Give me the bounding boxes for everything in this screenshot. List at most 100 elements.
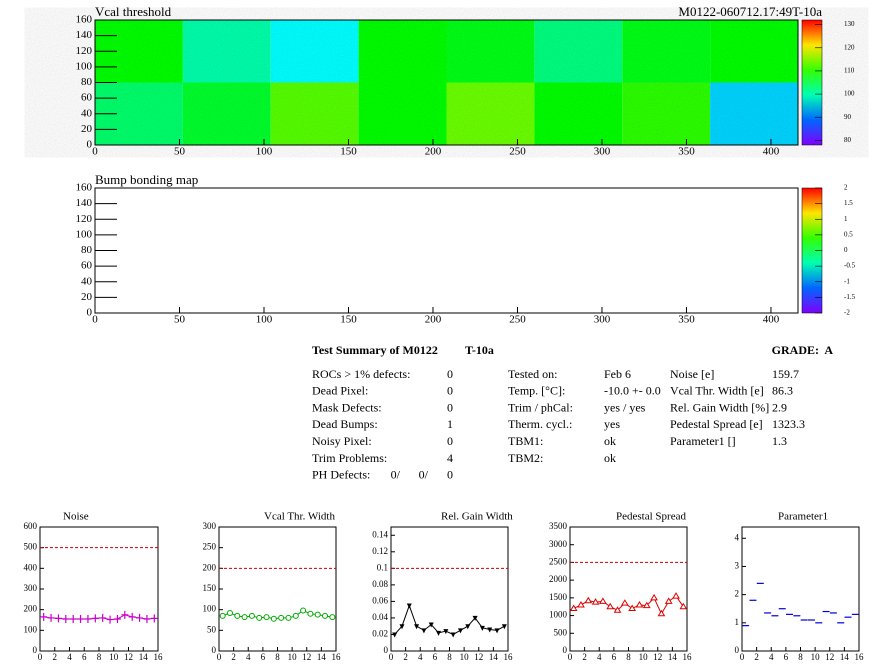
marker <box>219 612 226 619</box>
y-tick-label: 200 <box>24 604 38 614</box>
defect-value: 4 <box>447 451 453 465</box>
x-tick-label: 8 <box>447 652 452 662</box>
result-value: 2.9 <box>772 400 787 414</box>
defect-value: 0/ <box>419 468 429 482</box>
z-tick-label: 100 <box>844 90 855 98</box>
marker <box>91 614 99 623</box>
x-tick-label: 4 <box>246 652 251 662</box>
y-tick-label: 500 <box>554 627 568 637</box>
condition-value: -10.0 +- 0.0 <box>604 384 661 398</box>
marker <box>47 613 55 622</box>
marker <box>322 612 329 619</box>
y-tick-label: 500 <box>24 542 38 552</box>
y-tick-label: 0.14 <box>372 529 388 539</box>
x-tick-label: 400 <box>763 146 780 158</box>
result-value: 86.3 <box>772 384 793 398</box>
condition-value: ok <box>604 434 616 448</box>
y-tick-label: 120 <box>76 213 93 225</box>
grade: GRADE: A <box>772 343 834 357</box>
y-tick-label: 600 <box>24 521 38 531</box>
condition-label: Therm. cycl.: <box>508 417 572 431</box>
x-tick-label: 8 <box>97 652 102 662</box>
defect-label: PH Defects: <box>312 468 370 482</box>
condition-label: TBM2: <box>508 451 543 465</box>
z-tick-label: 2 <box>844 184 848 192</box>
marker <box>650 593 658 601</box>
x-tick-label: 10 <box>109 652 119 662</box>
marker <box>494 628 500 634</box>
marker <box>256 614 263 621</box>
y-tick-label: 20 <box>81 291 93 303</box>
y-tick-label: 3000 <box>549 539 568 549</box>
result-label: Rel. Gain Width [%] <box>670 400 769 414</box>
x-tick-label: 200 <box>425 146 442 158</box>
y-tick-label: 80 <box>81 76 93 88</box>
x-tick-label: 16 <box>504 652 514 662</box>
marker <box>457 628 463 634</box>
x-tick-label: 200 <box>425 314 442 326</box>
y-tick-label: 140 <box>76 197 93 209</box>
x-tick-label: 6 <box>784 652 789 662</box>
x-tick-label: 50 <box>174 146 186 158</box>
y-tick-label: 2500 <box>549 556 568 566</box>
marker <box>620 599 629 606</box>
marker <box>577 600 585 608</box>
x-tick-label: 2 <box>53 652 58 662</box>
z-tick-label: 0.5 <box>844 230 853 238</box>
condition-label: TBM1: <box>508 434 543 448</box>
defect-label: Noisy Pixel: <box>312 434 372 448</box>
z-tick-label: 0 <box>844 246 848 254</box>
z-tick-label: 1 <box>844 215 848 223</box>
plot-frame <box>569 526 688 652</box>
texture <box>95 20 798 145</box>
summary-title: Test Summary of M0122 <box>312 343 438 357</box>
y-tick-label: 120 <box>76 45 93 57</box>
result-value: 159.7 <box>772 367 799 381</box>
y-tick-label: 150 <box>203 583 217 593</box>
y-tick-label: 0.08 <box>372 579 388 589</box>
defect-value: 0 <box>447 468 453 482</box>
marker <box>672 592 680 599</box>
x-tick-label: 2 <box>231 652 236 662</box>
defect-value: 0/ <box>391 468 401 482</box>
marker <box>69 614 77 623</box>
x-tick-label: 16 <box>154 652 164 662</box>
defect-label: Dead Pixel: <box>312 384 368 398</box>
marker <box>248 612 255 619</box>
marker <box>392 632 398 638</box>
condition-label: Temp. [°C]: <box>508 384 565 398</box>
x-tick-label: 14 <box>840 652 850 662</box>
y-tick-label: 0 <box>212 645 217 655</box>
y-tick-label: 250 <box>203 542 217 552</box>
marker <box>128 612 136 621</box>
marker <box>62 614 70 623</box>
marker <box>54 614 62 623</box>
x-tick-label: 50 <box>174 314 186 326</box>
marker <box>150 614 158 623</box>
y-tick-label: 20 <box>81 123 93 135</box>
plot-annotation: M0122-060712.17:49T-10a <box>678 4 822 19</box>
z-tick-label: -1 <box>844 277 850 285</box>
z-tick-label: -0.5 <box>844 262 856 270</box>
x-tick-label: 0 <box>568 652 573 662</box>
result-label: Vcal Thr. Width [e] <box>670 384 764 398</box>
marker <box>472 615 478 621</box>
y-tick-label: 4 <box>735 532 740 542</box>
x-tick-label: 6 <box>612 652 617 662</box>
marker <box>613 606 622 613</box>
y-tick-label: 300 <box>203 521 217 531</box>
defect-label: Dead Bumps: <box>312 417 378 431</box>
x-tick-label: 12 <box>825 652 834 662</box>
plot-frame <box>39 526 159 652</box>
defect-value: 0 <box>447 400 453 414</box>
marker <box>99 613 107 622</box>
marker <box>465 624 471 630</box>
condition-value: ok <box>604 451 616 465</box>
z-tick-label: 110 <box>844 67 855 75</box>
marker <box>285 614 292 621</box>
x-tick-label: 4 <box>597 652 602 662</box>
marker <box>300 607 307 614</box>
x-tick-label: 4 <box>769 652 774 662</box>
x-tick-label: 16 <box>683 652 693 662</box>
